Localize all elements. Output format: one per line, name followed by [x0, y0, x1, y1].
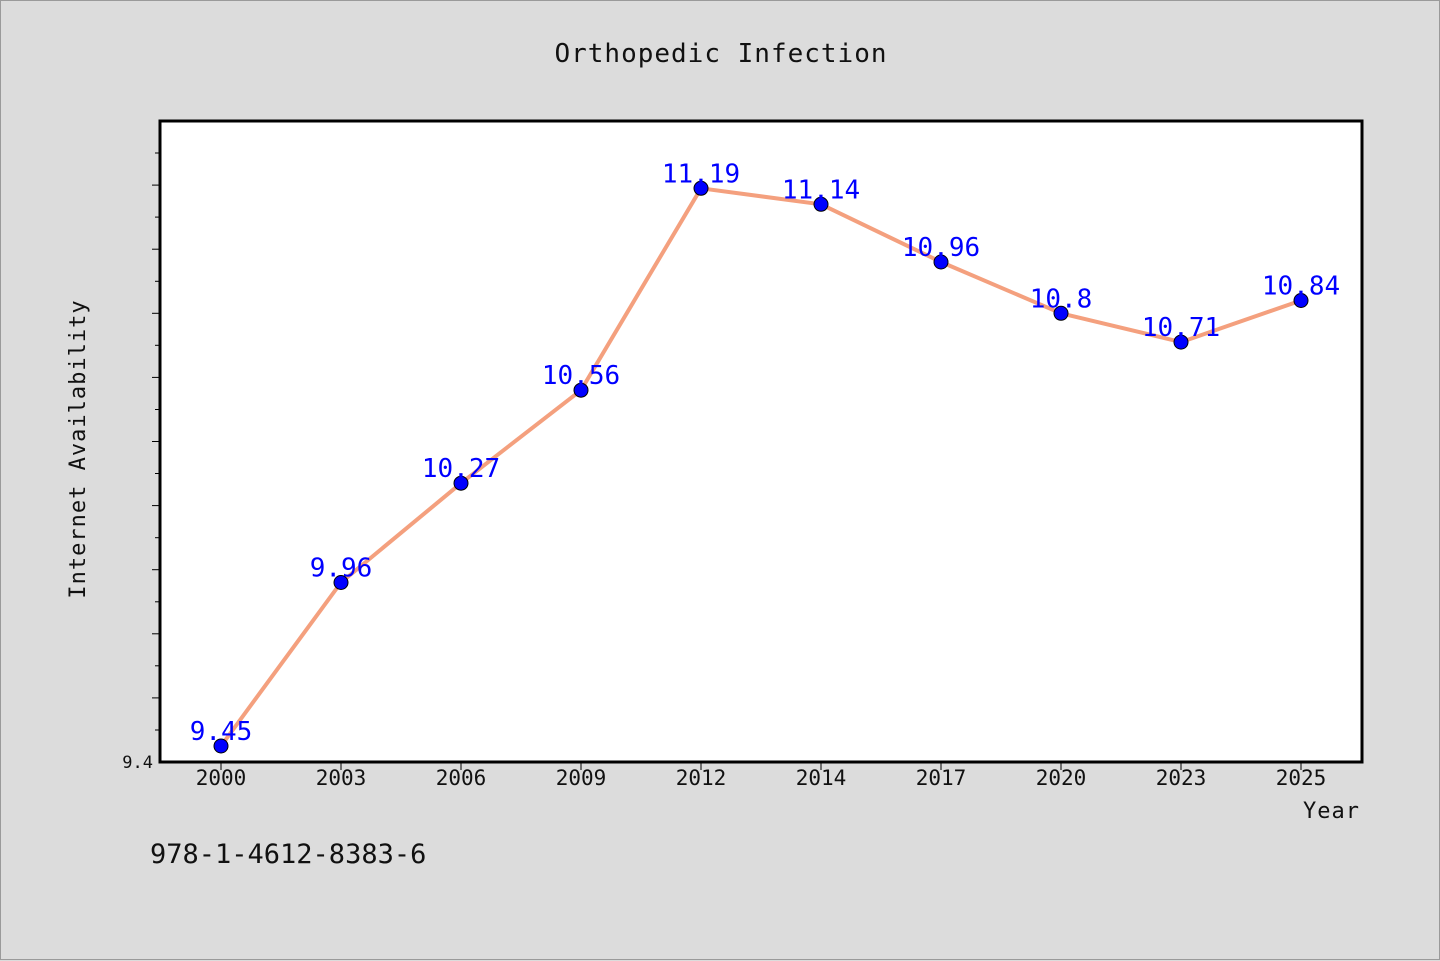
data-label: 10.71: [1142, 313, 1220, 343]
x-tick-label: 2000: [196, 766, 247, 790]
data-label: 9.45: [190, 717, 253, 747]
data-point: [333, 575, 349, 590]
plot-area: [158, 119, 1364, 764]
data-point: [1053, 305, 1069, 321]
data-label: 11.14: [782, 175, 860, 205]
x-axis-title: Year: [1303, 799, 1360, 824]
data-point: [813, 196, 829, 212]
chart-title: Orthopedic Infection: [554, 39, 887, 69]
data-label: 10.84: [1262, 272, 1340, 302]
x-tick-label: 2006: [436, 766, 487, 790]
data-point: [1293, 293, 1309, 308]
x-tick-label: 2025: [1276, 766, 1327, 790]
data-label: 10.27: [422, 454, 500, 484]
data-point: [1173, 334, 1189, 350]
data-label: 11.19: [662, 159, 740, 189]
y-axis-ticks: [152, 152, 160, 731]
data-markers: [213, 180, 1309, 754]
x-tick-label: 2014: [796, 766, 847, 790]
data-labels: 9.45 9.96 10.27 10.56 11.19 11.14 10.96 10.8 10.…: [190, 159, 1340, 747]
isbn-text: 978-1-4612-8383-6: [150, 839, 426, 870]
series-line: [219, 186, 1303, 748]
data-point: [693, 180, 709, 196]
series-line-group: [219, 186, 1303, 748]
x-tick-label: 2003: [316, 766, 367, 790]
data-label: 10.56: [542, 361, 620, 391]
x-axis-tick-labels: 2000 2003 2006 2009 2012 2014 2017 2020 2023 2025: [196, 766, 1327, 790]
x-tick-label: 2017: [916, 766, 967, 790]
x-tick-label: 2023: [1156, 766, 1207, 790]
data-point: [453, 475, 469, 491]
x-tick-label: 2012: [676, 766, 727, 790]
data-point: [933, 254, 949, 270]
x-axis-ticks: [220, 762, 1302, 770]
data-label: 10.96: [902, 233, 980, 263]
x-tick-label: 2020: [1036, 766, 1087, 790]
y-tick-label-min: 9.4: [122, 753, 153, 773]
x-tick-label: 2009: [556, 766, 607, 790]
data-label: 9.96: [310, 554, 373, 584]
data-point: [213, 738, 229, 754]
y-axis-title: Internet Availability: [66, 299, 91, 598]
data-point: [573, 382, 589, 398]
data-label: 10.8: [1030, 284, 1093, 314]
